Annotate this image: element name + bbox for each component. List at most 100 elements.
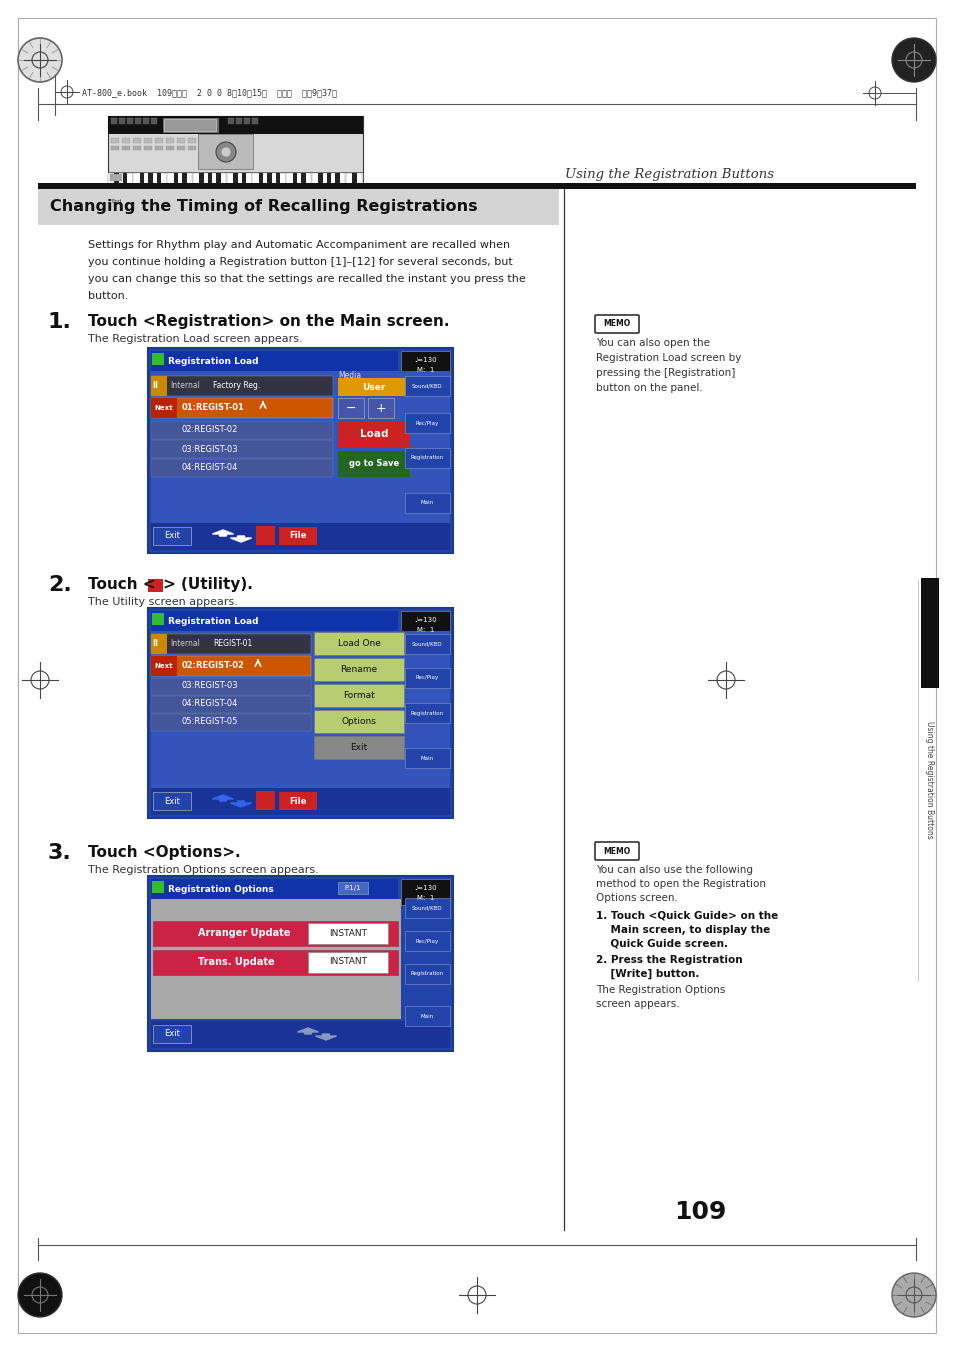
Bar	[294, 173, 302, 200]
Bar	[142, 173, 150, 200]
Bar	[114, 173, 119, 190]
Bar	[355, 173, 362, 200]
Bar	[241, 173, 246, 190]
Bar	[168, 173, 175, 200]
Text: pressing the [Registration]: pressing the [Registration]	[596, 367, 735, 378]
Bar	[125, 173, 132, 200]
Text: 04:REGIST-04: 04:REGIST-04	[182, 463, 238, 473]
Bar	[405, 703, 450, 723]
Text: Format: Format	[343, 690, 375, 700]
Text: you continue holding a Registration button [1]–[12] for several seconds, but: you continue holding a Registration butt…	[88, 257, 512, 267]
Bar	[151, 351, 397, 372]
Bar	[151, 118, 157, 124]
Bar	[132, 138, 141, 143]
Bar	[252, 118, 257, 124]
Bar	[400, 611, 450, 638]
Text: M:  1: M: 1	[416, 894, 435, 901]
Text: Load One: Load One	[337, 639, 380, 647]
Circle shape	[215, 142, 235, 162]
Bar	[152, 950, 397, 975]
Bar	[337, 399, 364, 417]
Bar	[244, 173, 252, 200]
Bar	[326, 173, 331, 190]
Text: 01:REGIST-01: 01:REGIST-01	[182, 404, 245, 412]
FancyBboxPatch shape	[595, 842, 639, 861]
Bar	[108, 172, 363, 203]
Bar	[278, 792, 316, 811]
Bar	[400, 880, 450, 905]
Bar	[233, 173, 237, 190]
Text: Trans. Update: Trans. Update	[198, 957, 274, 967]
Bar	[175, 173, 184, 200]
Text: +: +	[375, 401, 386, 415]
Bar	[152, 613, 164, 626]
Text: Settings for Rhythm play and Automatic Accompaniment are recalled when: Settings for Rhythm play and Automatic A…	[88, 240, 510, 250]
Text: 03:REGIST-03: 03:REGIST-03	[182, 681, 238, 690]
Text: Exit: Exit	[164, 531, 180, 540]
Text: MEMO: MEMO	[602, 847, 630, 855]
Bar	[255, 526, 274, 544]
FancyArrow shape	[231, 536, 252, 542]
Bar	[144, 138, 152, 143]
Text: 05:REGIST-05: 05:REGIST-05	[182, 717, 238, 727]
Text: method to open the Registration: method to open the Registration	[596, 880, 765, 889]
Bar	[235, 118, 242, 124]
Bar	[255, 790, 274, 811]
Bar	[405, 748, 450, 767]
Bar	[122, 146, 130, 150]
Bar	[267, 173, 272, 190]
Bar	[148, 173, 152, 190]
Bar	[177, 138, 185, 143]
Text: Rename: Rename	[340, 665, 377, 674]
FancyArrow shape	[213, 530, 233, 536]
Bar	[275, 173, 280, 190]
Bar	[127, 118, 132, 124]
Text: Sound/KBD: Sound/KBD	[412, 905, 442, 911]
Text: Media: Media	[337, 372, 361, 381]
Text: 02:REGIST-02: 02:REGIST-02	[182, 426, 238, 435]
Text: ♩=130: ♩=130	[415, 617, 436, 623]
Text: M:  1: M: 1	[416, 627, 435, 634]
Bar	[159, 173, 167, 200]
Bar	[405, 634, 450, 654]
Text: Quick Guide screen.: Quick Guide screen.	[596, 939, 727, 948]
Bar	[400, 351, 450, 377]
Text: Touch <Registration> on the Main screen.: Touch <Registration> on the Main screen.	[88, 313, 449, 330]
Text: screen appears.: screen appears.	[596, 998, 679, 1009]
Bar	[405, 376, 450, 396]
Text: Registration Load: Registration Load	[168, 616, 258, 626]
Bar	[152, 353, 164, 365]
Text: AT-800_e.book  109ページ  2 0 0 8年10月15日  水曜日  午前9時37分: AT-800_e.book 109ページ 2 0 0 8年10月15日 水曜日 …	[82, 89, 336, 97]
Text: The Utility screen appears.: The Utility screen appears.	[88, 597, 237, 607]
Text: Arranger Update: Arranger Update	[198, 928, 290, 938]
Text: go to Save: go to Save	[349, 459, 398, 469]
Text: Exit: Exit	[350, 743, 367, 751]
Bar	[151, 634, 311, 654]
Bar	[151, 634, 167, 654]
Bar	[337, 422, 410, 447]
Bar	[314, 658, 403, 681]
Bar	[151, 459, 333, 477]
Circle shape	[221, 147, 231, 157]
Text: Changing the Timing of Recalling Registrations: Changing the Timing of Recalling Registr…	[50, 200, 477, 215]
Text: Rec/Play: Rec/Play	[415, 420, 438, 426]
Bar	[405, 413, 450, 434]
Bar	[337, 882, 368, 894]
Bar	[151, 611, 397, 631]
Bar	[111, 138, 119, 143]
Bar	[188, 138, 195, 143]
Text: Using the Registration Buttons: Using the Registration Buttons	[924, 721, 934, 839]
Bar	[152, 792, 191, 811]
Bar	[143, 118, 149, 124]
Text: File: File	[289, 797, 306, 805]
Bar	[123, 173, 127, 190]
Bar	[199, 173, 204, 190]
Text: Load: Load	[359, 430, 388, 439]
Bar	[151, 376, 167, 396]
Bar	[320, 173, 328, 200]
Text: 1. Touch <Quick Guide> on the: 1. Touch <Quick Guide> on the	[596, 911, 778, 921]
Bar	[151, 657, 177, 676]
Bar	[314, 711, 403, 734]
Text: II: II	[152, 381, 158, 390]
Circle shape	[18, 38, 62, 82]
